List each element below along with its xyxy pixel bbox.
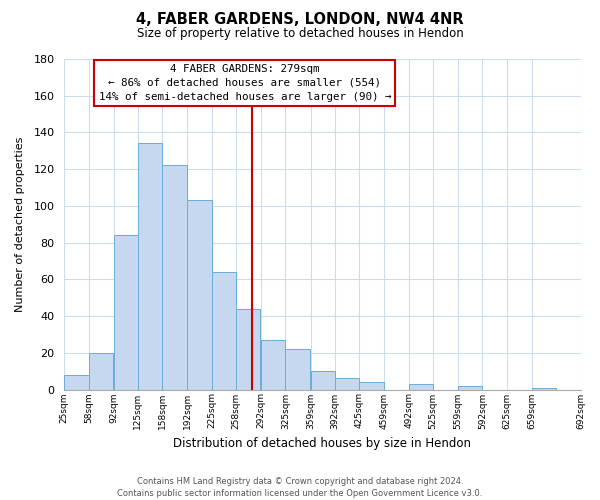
Y-axis label: Number of detached properties: Number of detached properties bbox=[15, 136, 25, 312]
Bar bbox=[335, 378, 359, 390]
Bar bbox=[261, 340, 286, 390]
Bar bbox=[359, 382, 383, 390]
Bar bbox=[162, 166, 187, 390]
Bar bbox=[64, 375, 89, 390]
Bar bbox=[311, 371, 335, 390]
Bar bbox=[409, 384, 433, 390]
Bar bbox=[113, 236, 138, 390]
Text: 4 FABER GARDENS: 279sqm
← 86% of detached houses are smaller (554)
14% of semi-d: 4 FABER GARDENS: 279sqm ← 86% of detache… bbox=[98, 64, 391, 102]
Bar bbox=[532, 388, 556, 390]
Text: Size of property relative to detached houses in Hendon: Size of property relative to detached ho… bbox=[137, 28, 463, 40]
X-axis label: Distribution of detached houses by size in Hendon: Distribution of detached houses by size … bbox=[173, 437, 472, 450]
Text: Contains HM Land Registry data © Crown copyright and database right 2024.
Contai: Contains HM Land Registry data © Crown c… bbox=[118, 476, 482, 498]
Bar bbox=[138, 144, 162, 390]
Bar bbox=[236, 308, 260, 390]
Bar bbox=[187, 200, 212, 390]
Bar bbox=[286, 349, 310, 390]
Bar bbox=[212, 272, 236, 390]
Text: 4, FABER GARDENS, LONDON, NW4 4NR: 4, FABER GARDENS, LONDON, NW4 4NR bbox=[136, 12, 464, 28]
Bar bbox=[458, 386, 482, 390]
Bar bbox=[89, 353, 113, 390]
